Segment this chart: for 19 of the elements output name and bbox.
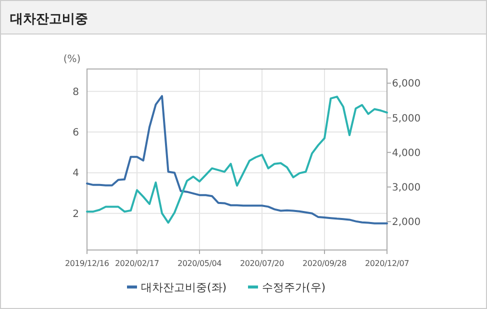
x-tick-label: 2020/02/17 bbox=[114, 259, 160, 268]
chart-title: 대차잔고비중 bbox=[10, 12, 88, 27]
y2-tick-label: 2,000 bbox=[392, 217, 421, 228]
x-tick-label: 2020/07/20 bbox=[240, 259, 284, 268]
y2-tick-label: 6,000 bbox=[392, 78, 421, 90]
x-tick-label: 2019/12/16 bbox=[64, 259, 110, 268]
y2-tick-label: 5,000 bbox=[392, 113, 421, 124]
x-tick-label: 2020/09/28 bbox=[302, 259, 347, 268]
y-tick-label: 6 bbox=[72, 128, 79, 139]
x-tick-label: 2020/12/07 bbox=[364, 259, 410, 268]
y2-tick-label: 3,000 bbox=[392, 182, 421, 194]
y-tick-label: 2 bbox=[72, 208, 79, 220]
y-tick-label: 8 bbox=[72, 86, 79, 98]
y-axis-title: (%) bbox=[63, 54, 81, 65]
legend-label: 수정주가(우) bbox=[262, 280, 326, 294]
legend-label: 대차잔고비중(좌) bbox=[141, 280, 227, 294]
x-tick-label: 2020/05/04 bbox=[177, 259, 222, 268]
y-tick-label: 4 bbox=[72, 168, 79, 180]
y2-tick-label: 4,000 bbox=[392, 148, 421, 159]
